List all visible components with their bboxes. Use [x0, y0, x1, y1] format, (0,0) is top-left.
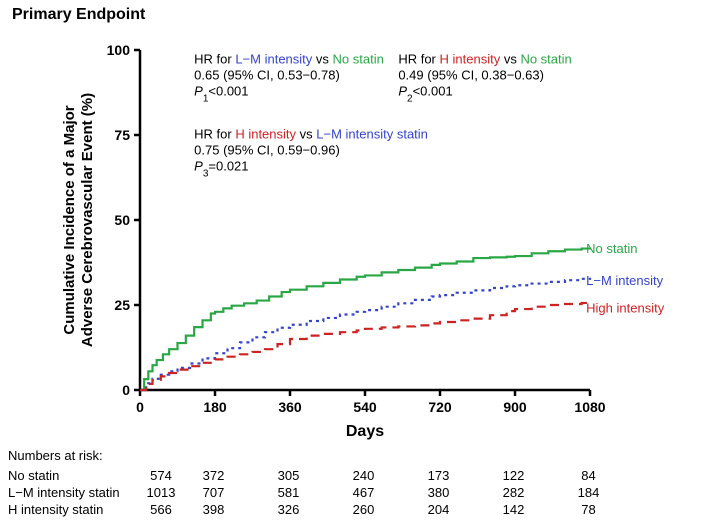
svg-text:0.65 (95% CI, 0.53−0.78): 0.65 (95% CI, 0.53−0.78) — [194, 68, 340, 83]
svg-text:1080: 1080 — [574, 399, 605, 415]
risk-cell: 467 — [326, 484, 401, 501]
svg-text:HR for H intensity vs L−M inte: HR for H intensity vs L−M intensity stat… — [194, 126, 428, 141]
risk-cell: 305 — [251, 467, 326, 484]
risk-cell: 240 — [326, 467, 401, 484]
risk-cell: 173 — [401, 467, 476, 484]
svg-text:540: 540 — [353, 399, 377, 415]
svg-text:Days: Days — [346, 423, 384, 440]
chart-title: Primary Endpoint — [12, 6, 145, 24]
svg-text:0.75 (95% CI, 0.59−0.96): 0.75 (95% CI, 0.59−0.96) — [194, 142, 340, 157]
svg-text:No statin: No statin — [586, 241, 637, 256]
risk-cell: 84 — [551, 467, 626, 484]
svg-text:P3=0.021: P3=0.021 — [194, 158, 248, 179]
svg-text:360: 360 — [278, 399, 302, 415]
svg-text:100: 100 — [107, 42, 131, 58]
risk-cell: 566 — [146, 501, 176, 518]
risk-cell: 380 — [401, 484, 476, 501]
svg-text:HR for L−M intensity vs No sta: HR for L−M intensity vs No statin — [194, 52, 384, 67]
risk-row-label: No statin — [8, 467, 146, 484]
risk-table: No statin57437230524017312284 L−M intensi… — [8, 467, 626, 518]
svg-text:50: 50 — [114, 212, 130, 228]
svg-text:HR for H intensity vs No stati: HR for H intensity vs No statin — [398, 52, 571, 67]
plot-container: 0 25 50 75 100 0 180 360 540 720 900 1080 Days Cumula… — [30, 30, 695, 440]
risk-cell: 326 — [251, 501, 326, 518]
svg-text:Adverse Cerebrovascular Event: Adverse Cerebrovascular Event (%) — [79, 93, 96, 347]
risk-cell: 142 — [476, 501, 551, 518]
numbers-at-risk-header: Numbers at risk: — [8, 448, 626, 463]
risk-cell: 260 — [326, 501, 401, 518]
svg-text:P2<0.001: P2<0.001 — [398, 84, 452, 105]
svg-text:180: 180 — [203, 399, 227, 415]
km-plot: 0 25 50 75 100 0 180 360 540 720 900 1080 Days Cumula… — [30, 30, 695, 440]
svg-text:L−M intensity: L−M intensity — [586, 273, 663, 288]
svg-text:Cumulative Incidence of a Majo: Cumulative Incidence of a Major — [61, 105, 78, 334]
svg-text:0: 0 — [136, 399, 144, 415]
svg-text:720: 720 — [428, 399, 452, 415]
risk-cell: 574 — [146, 467, 176, 484]
numbers-at-risk-table: Numbers at risk: No statin57437230524017… — [8, 448, 626, 518]
risk-row-label: L−M intensity statin — [8, 484, 146, 501]
risk-cell: 122 — [476, 467, 551, 484]
svg-text:25: 25 — [114, 297, 130, 313]
svg-text:0.49 (95% CI, 0.38−0.63): 0.49 (95% CI, 0.38−0.63) — [398, 68, 544, 83]
svg-text:P1<0.001: P1<0.001 — [194, 84, 248, 105]
page-root: Primary Endpoint 0 25 50 75 100 0 180 360 540 720… — [0, 0, 709, 522]
risk-cell: 78 — [551, 501, 626, 518]
risk-cell: 204 — [401, 501, 476, 518]
risk-cell: 372 — [176, 467, 251, 484]
risk-cell: 1013 — [146, 484, 176, 501]
risk-row-label: H intensity statin — [8, 501, 146, 518]
risk-cell: 707 — [176, 484, 251, 501]
risk-cell: 398 — [176, 501, 251, 518]
svg-text:900: 900 — [503, 399, 527, 415]
svg-text:0: 0 — [122, 382, 130, 398]
risk-cell: 581 — [251, 484, 326, 501]
risk-cell: 282 — [476, 484, 551, 501]
svg-text:75: 75 — [114, 127, 130, 143]
risk-cell: 184 — [551, 484, 626, 501]
svg-text:High intensity: High intensity — [586, 300, 665, 315]
